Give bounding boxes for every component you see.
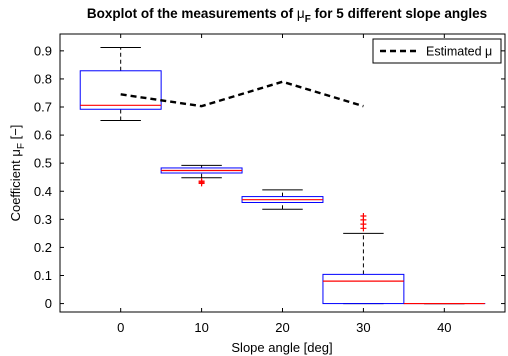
- outlier-mark: [360, 212, 367, 219]
- y-tick-label: 0: [45, 296, 52, 311]
- y-axis-label-tail: [−]: [8, 125, 23, 143]
- y-tick-label: 0.1: [34, 268, 52, 283]
- plot-area: [59, 33, 506, 313]
- box-group: [241, 189, 324, 210]
- x-axis-label: Slope angle [deg]: [231, 340, 332, 355]
- y-axis-label-sub: F: [16, 143, 27, 149]
- outlier-mark: [198, 178, 205, 185]
- y-tick-label: 0.4: [34, 184, 52, 199]
- chart-title: Boxplot of the measurements of μF for 5 …: [87, 6, 487, 25]
- box-group: [322, 212, 405, 305]
- chart-title-tail: for 5 different slope angles: [311, 6, 487, 21]
- y-axis-label-main: Coefficient: [8, 157, 23, 222]
- legend: Estimated μ: [372, 38, 502, 64]
- y-tick-label: 0.6: [34, 128, 52, 143]
- box-iqr: [79, 70, 162, 110]
- y-axis-label: Coefficient μF [−]: [8, 125, 27, 222]
- x-tick-label: 20: [275, 320, 289, 335]
- svg-text:Boxplot of the measurements of: Boxplot of the measurements of μF for 5 …: [87, 6, 487, 25]
- y-tick-label: 0.2: [34, 240, 52, 255]
- chart-title-main: Boxplot of the measurements of: [87, 6, 297, 21]
- estimated-series: [120, 80, 364, 108]
- y-tick-label: 0.8: [34, 71, 52, 86]
- estimated-line: [120, 80, 364, 108]
- y-tick-label: 0.9: [34, 43, 52, 58]
- box-iqr: [322, 273, 405, 305]
- y-tick-label: 0.5: [34, 156, 52, 171]
- box-group: [160, 164, 243, 187]
- box-group: [79, 46, 162, 121]
- chart-title-symbol: μ: [297, 6, 305, 21]
- axis-ticks: 0 0.1 0.2 0.3 0.4 0.5 0.6 0.7 0.8 0.9 0 10 20 30 40: [34, 34, 505, 335]
- x-tick-label: 30: [356, 320, 370, 335]
- y-tick-label: 0.3: [34, 212, 52, 227]
- x-tick-label: 40: [437, 320, 451, 335]
- chart-title-symbol-sub: F: [305, 14, 311, 25]
- y-tick-label: 0.7: [34, 100, 52, 115]
- legend-label: Estimated μ: [426, 45, 492, 59]
- x-tick-label: 0: [117, 320, 124, 335]
- box-series: [79, 46, 486, 305]
- y-axis-label-symbol: μ: [8, 149, 23, 157]
- x-tick-label: 10: [194, 320, 208, 335]
